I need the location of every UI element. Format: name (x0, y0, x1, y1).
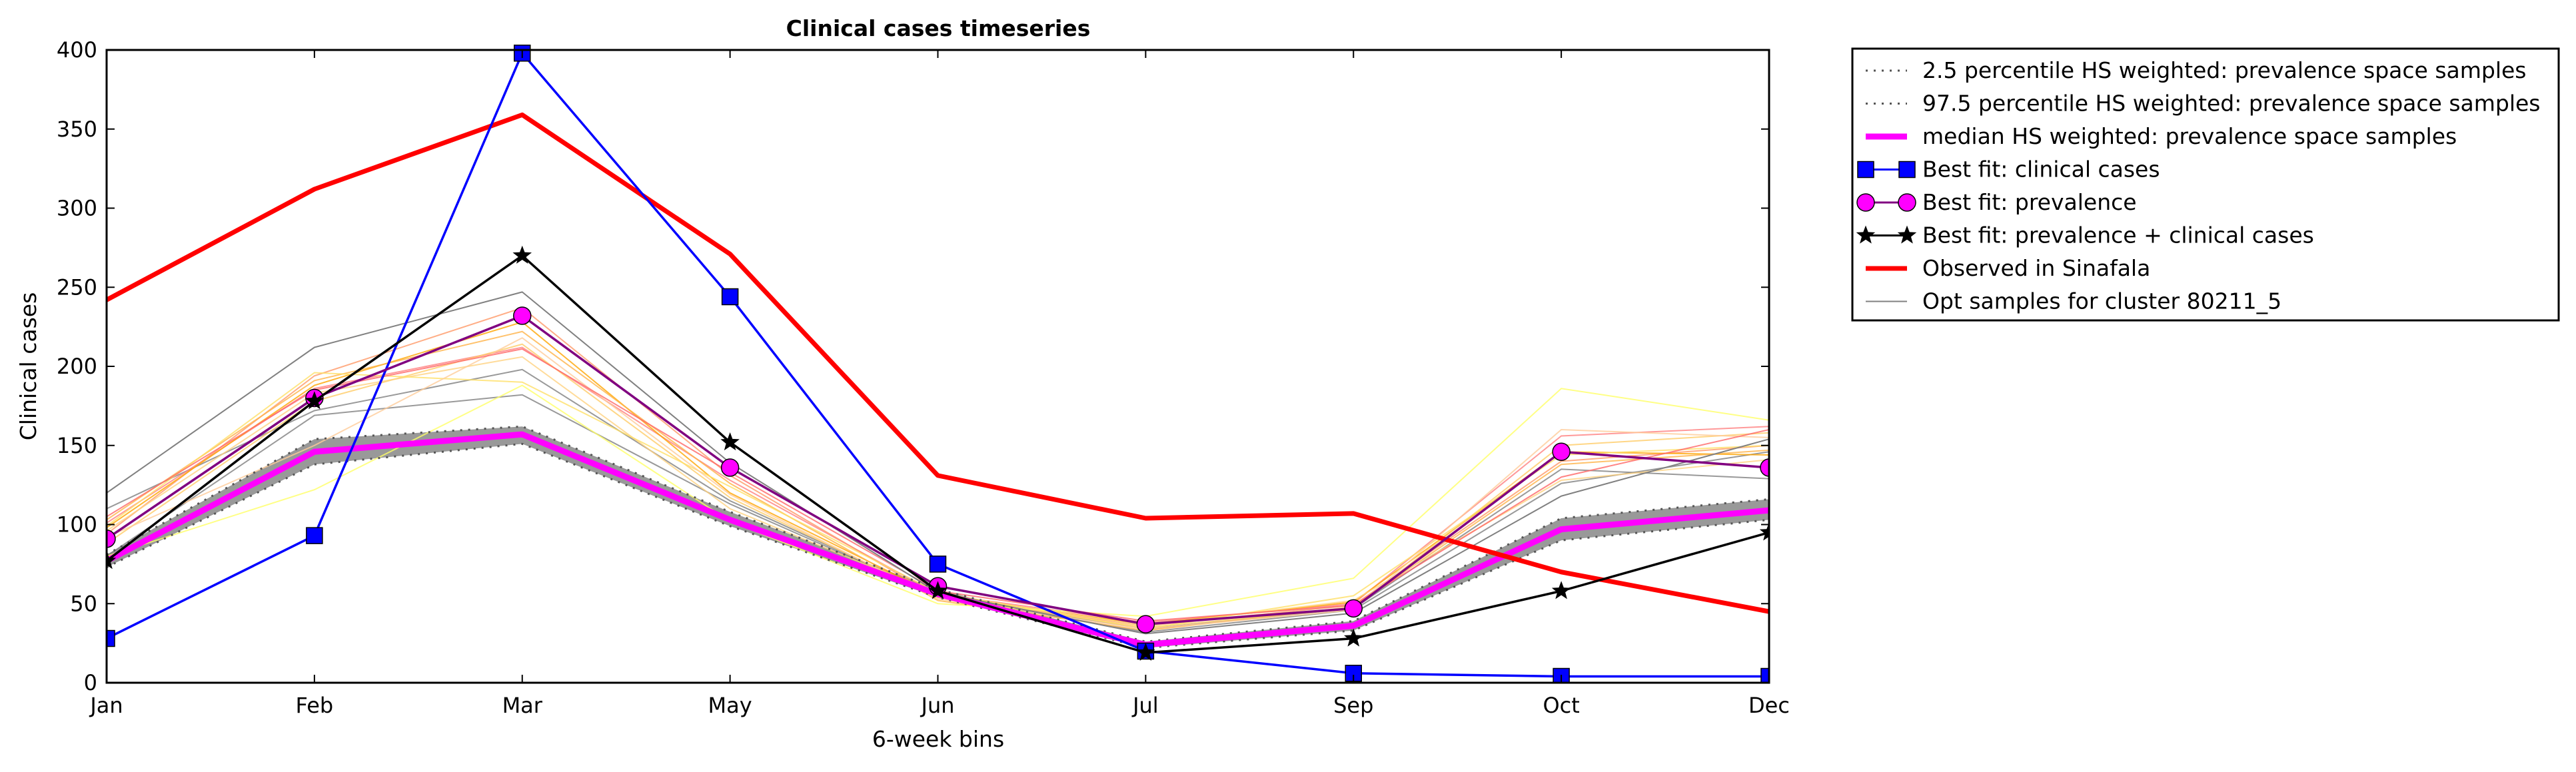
data-point (721, 288, 739, 306)
legend-label: Opt samples for cluster 80211_5 (1922, 288, 2281, 314)
legend-frame (1851, 47, 2560, 322)
data-point (1552, 442, 1571, 461)
series-5 (107, 245, 1769, 661)
y-tick-label: 300 (57, 196, 97, 221)
data-point (1759, 522, 1769, 541)
y-tick-label: 100 (57, 512, 97, 538)
opt-sample-line (107, 343, 1769, 628)
data-point (306, 527, 323, 544)
legend-label: 2.5 percentile HS weighted: prevalence s… (1922, 57, 2527, 83)
legend-marker (1857, 161, 1874, 179)
chart-title: Clinical cases timeseries (786, 15, 1091, 41)
data-point (720, 458, 740, 477)
x-tick-label: Mar (502, 693, 543, 718)
y-tick-label: 0 (84, 670, 97, 695)
legend-entry: Best fit: clinical cases (1857, 157, 2160, 183)
data-point (929, 556, 947, 573)
y-tick-label: 400 (57, 37, 97, 63)
y-tick-label: 50 (70, 591, 97, 616)
x-tick-label: Feb (296, 693, 334, 718)
x-tick-label: Jul (1131, 693, 1159, 718)
data-point (512, 245, 532, 264)
opt-sample-line (107, 337, 1769, 630)
legend-marker (1897, 225, 1917, 244)
data-point (107, 530, 116, 548)
legend-entry: 2.5 percentile HS weighted: prevalence s… (1866, 57, 2527, 83)
legend-entry: Best fit: prevalence (1856, 189, 2137, 215)
legend-label: Best fit: prevalence + clinical cases (1922, 222, 2314, 248)
data-point (513, 306, 532, 325)
opt-sample-line (107, 384, 1769, 617)
legend-marker (1898, 193, 1916, 212)
x-tick-label: May (708, 693, 752, 718)
data-point (928, 581, 948, 599)
x-tick-label: Jan (89, 693, 123, 718)
opt-sample-line (107, 330, 1769, 631)
legend-label: Best fit: clinical cases (1922, 157, 2160, 183)
data-point (1343, 628, 1363, 647)
legend-entry: Opt samples for cluster 80211_5 (1866, 288, 2281, 314)
data-point (1760, 667, 1769, 683)
y-tick-label: 350 (57, 117, 97, 142)
legend-entry: Observed in Sinafala (1866, 255, 2150, 281)
y-axis-title: Clinical cases (15, 292, 41, 441)
data-point (1136, 615, 1155, 633)
legend-label: Best fit: prevalence (1922, 189, 2137, 215)
x-tick-label: Jun (920, 693, 955, 718)
y-tick-label: 200 (57, 354, 97, 379)
y-axis: 0 50 100 150 200 250 300 350 400 (57, 37, 1769, 695)
legend: 2.5 percentile HS weighted: prevalence s… (1851, 47, 2560, 322)
data-point (107, 551, 117, 570)
series-6 (107, 112, 1769, 614)
data-point (1136, 642, 1155, 661)
legend-label: 97.5 percentile HS weighted: prevalence … (1922, 91, 2541, 117)
data-point (1760, 458, 1769, 477)
legend-label: median HS weighted: prevalence space sam… (1922, 123, 2457, 149)
legend-marker (1898, 161, 1916, 179)
x-tick-label: Sep (1333, 693, 1373, 718)
x-tick-label: Oct (1543, 693, 1579, 718)
legend-entry: median HS weighted: prevalence space sam… (1866, 123, 2457, 149)
x-axis-title: 6-week bins (872, 726, 1004, 752)
y-tick-label: 150 (57, 433, 97, 458)
legend-label: Observed in Sinafala (1922, 255, 2150, 281)
data-point (1344, 599, 1363, 618)
legend-entry: Best fit: prevalence + clinical cases (1856, 222, 2314, 248)
legend-marker (1856, 193, 1875, 212)
x-axis: Jan Feb Mar May Jun Jul Sep Oct Dec (89, 50, 1790, 718)
legend-marker (1856, 225, 1876, 244)
data-point (720, 432, 740, 451)
y-tick-label: 250 (57, 274, 97, 300)
legend-entry: 97.5 percentile HS weighted: prevalence … (1866, 91, 2541, 117)
x-tick-label: Dec (1748, 693, 1790, 718)
data-point (1551, 581, 1571, 599)
data-point (305, 391, 324, 410)
data-point (107, 629, 115, 647)
series-line (107, 112, 1769, 614)
